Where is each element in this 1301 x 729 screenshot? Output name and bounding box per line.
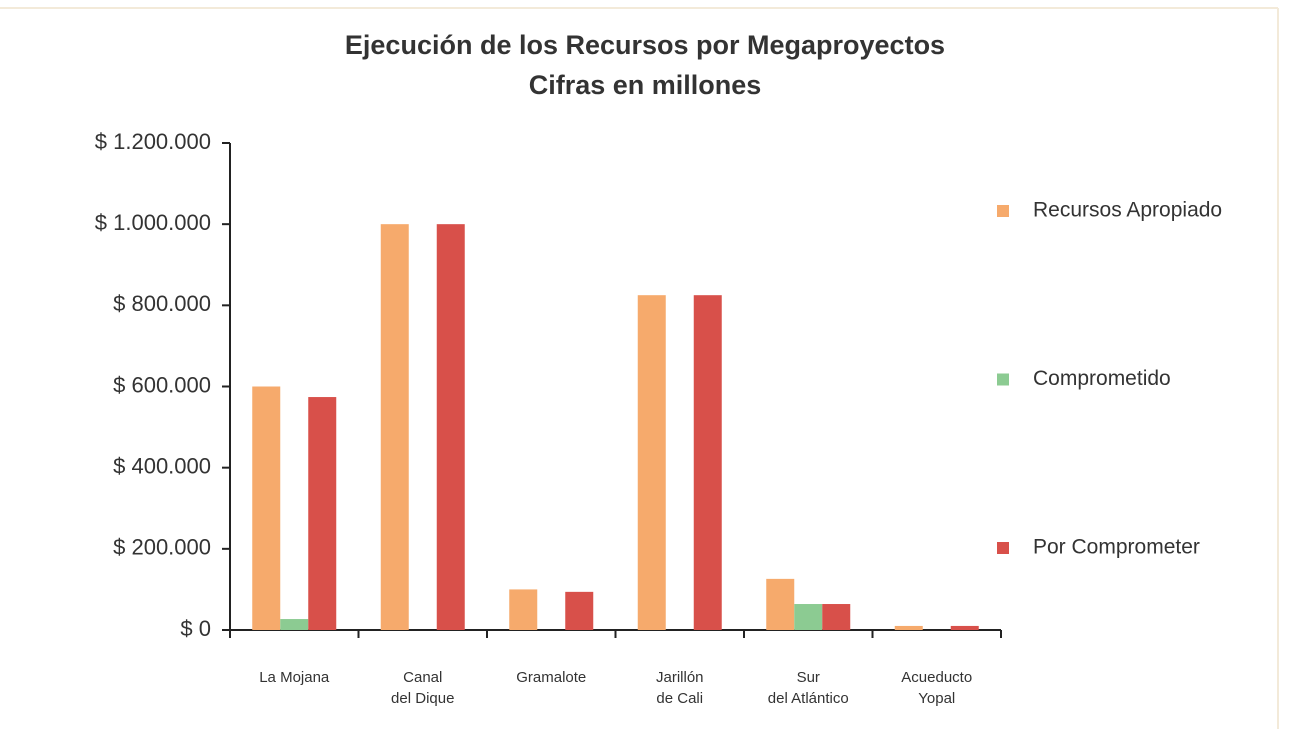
legend-label: Por Comprometer bbox=[1033, 536, 1200, 559]
bar bbox=[280, 619, 309, 630]
x-tick-label: Canal del Dique bbox=[391, 669, 455, 707]
bar bbox=[794, 604, 823, 630]
bar bbox=[308, 397, 337, 630]
y-tick-label: $ 600.000 bbox=[113, 372, 211, 397]
y-tick-label: $ 1.000.000 bbox=[95, 210, 211, 235]
legend-swatch bbox=[997, 542, 1009, 554]
legend-swatch bbox=[997, 373, 1009, 386]
bar bbox=[436, 224, 465, 630]
x-tick-label: Acueducto Yopal bbox=[901, 669, 973, 707]
y-tick-label: $ 800.000 bbox=[113, 291, 211, 316]
x-tick-label: La Mojana bbox=[259, 669, 330, 686]
x-tick-label: Jarillón de Cali bbox=[655, 669, 704, 707]
x-tick-label: Gramalote bbox=[516, 669, 587, 686]
chart-subtitle: Cifras en millones bbox=[529, 70, 762, 100]
x-tick-label: Sur del Atlántico bbox=[767, 669, 849, 707]
bar bbox=[509, 589, 538, 630]
legend-swatch bbox=[997, 205, 1009, 217]
y-tick-label: $ 0 bbox=[180, 616, 211, 641]
bar bbox=[252, 386, 281, 630]
bar bbox=[766, 578, 795, 630]
bar bbox=[822, 604, 851, 630]
legend-label: Recursos Apropiado bbox=[1033, 199, 1222, 222]
bar bbox=[380, 224, 409, 630]
bar bbox=[950, 625, 979, 630]
bar bbox=[693, 295, 722, 630]
bar bbox=[894, 625, 923, 630]
bar bbox=[565, 591, 594, 630]
chart-title: Ejecución de los Recursos por Megaproyec… bbox=[345, 30, 945, 60]
y-tick-label: $ 1.200.000 bbox=[95, 129, 211, 154]
bar bbox=[637, 295, 666, 630]
y-tick-label: $ 200.000 bbox=[113, 535, 211, 560]
legend-label: Comprometido bbox=[1033, 367, 1171, 390]
y-tick-label: $ 400.000 bbox=[113, 453, 211, 478]
